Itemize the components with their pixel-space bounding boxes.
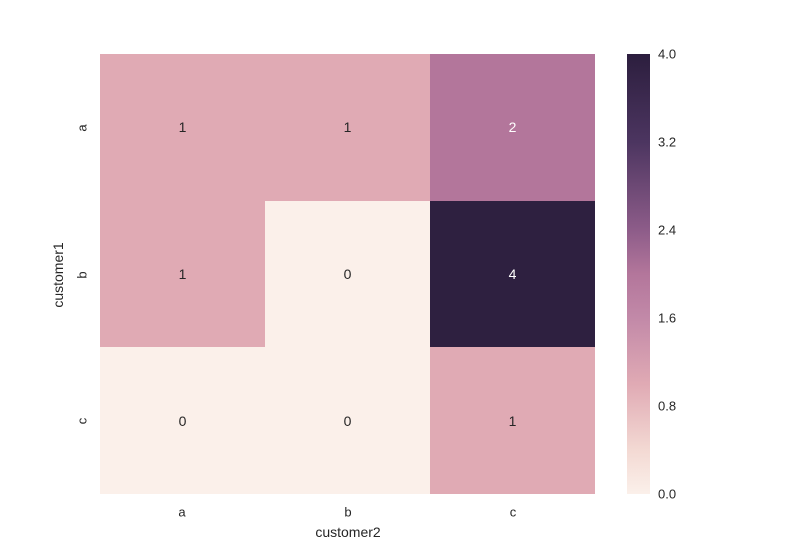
x-tick-a: a bbox=[178, 504, 186, 520]
x-tick-b: b bbox=[344, 504, 352, 520]
heatmap-cell-a-c: 2 bbox=[430, 54, 595, 201]
y-axis-label: customer1 bbox=[50, 242, 66, 308]
colorbar-tick-0.8: 0.8 bbox=[658, 398, 677, 414]
heatmap-cell-b-b: 0 bbox=[265, 200, 430, 348]
colorbar-tick-4.0: 4.0 bbox=[658, 46, 677, 62]
y-tick-a: a bbox=[74, 124, 90, 132]
heatmap-cell-c-b: 0 bbox=[265, 347, 430, 494]
y-tick-c: c bbox=[74, 417, 90, 425]
heatmap-cell-a-a: 1 bbox=[100, 54, 265, 201]
colorbar-gradient bbox=[627, 54, 650, 494]
x-tick-c: c bbox=[509, 504, 517, 520]
y-tick-b: b bbox=[74, 271, 90, 279]
heatmap-cell-c-a: 0 bbox=[100, 347, 265, 494]
colorbar-tick-1.6: 1.6 bbox=[658, 310, 677, 326]
heatmap-cell-b-a: 1 bbox=[100, 200, 265, 348]
heatmap-grid: 1 1 2 1 0 4 0 0 1 bbox=[100, 54, 595, 494]
heatmap-cell-c-c: 1 bbox=[430, 347, 595, 494]
x-axis-label: customer2 bbox=[315, 524, 381, 540]
heatmap-cell-a-b: 1 bbox=[265, 54, 430, 201]
colorbar-tick-2.4: 2.4 bbox=[658, 222, 677, 238]
heatmap-cell-b-c: 4 bbox=[430, 200, 595, 348]
colorbar-tick-0.0: 0.0 bbox=[658, 486, 677, 502]
colorbar-tick-3.2: 3.2 bbox=[658, 134, 677, 150]
